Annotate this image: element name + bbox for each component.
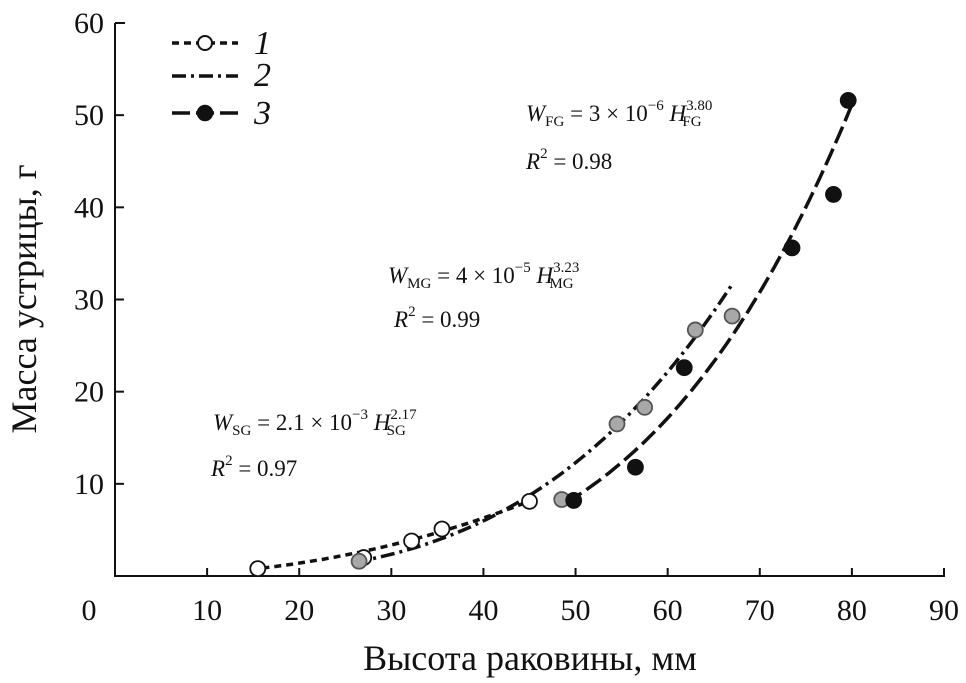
- equation-mg-r2: R2 = 0.99: [393, 304, 480, 332]
- y-tick-label: 40: [74, 191, 104, 224]
- x-tick-label: 10: [192, 594, 222, 627]
- point-series-3: [675, 359, 693, 377]
- x-axis-title: Высота раковины, мм: [363, 638, 697, 678]
- equation-mg-text: WMG = 4 × 10−5 H3.23 MG: [388, 260, 579, 292]
- axes: 0 10 20 30 40 50 60 70 80 90 10 20 30 40 50 60: [74, 7, 959, 627]
- fit-curve-3: [565, 103, 854, 505]
- point-series-2: [686, 321, 704, 339]
- x-tick-label: 70: [745, 594, 775, 627]
- point-series-1: [249, 560, 267, 578]
- equation-mg: WMG = 4 × 10−5 H3.23 MG R2 = 0.99: [388, 260, 579, 332]
- fit-curve-2: [354, 283, 734, 565]
- legend-marker-1: [197, 35, 213, 51]
- fit-curve-1: [262, 495, 540, 570]
- y-tick-label: 60: [74, 7, 104, 40]
- x-tick-label: 90: [929, 594, 959, 627]
- point-series-3: [825, 186, 842, 203]
- legend-marker-3: [196, 104, 214, 122]
- equation-sg-text: WSG = 2.1 × 10−3 H2.17 SG: [213, 407, 417, 439]
- y-axis-title: Масса устрицы, г: [4, 165, 44, 434]
- legend-label-2: 2: [254, 57, 271, 94]
- y-tick-label: 30: [74, 284, 104, 317]
- equation-sg: WSG = 2.1 × 10−3 H2.17 SG R2 = 0.97: [210, 407, 417, 481]
- x-tick-label: 30: [376, 594, 406, 627]
- y-tick-label: 10: [74, 468, 104, 501]
- legend-label-3: 3: [253, 95, 271, 132]
- point-series-1: [433, 520, 451, 538]
- point-series-3: [839, 92, 857, 109]
- point-series-2: [350, 552, 368, 570]
- point-series-2: [608, 415, 626, 433]
- y-tick-label: 20: [74, 376, 104, 409]
- x-tick-label: 20: [284, 594, 314, 627]
- equation-fg: WFG = 3 × 10−6 H3.80 FG R2 = 0.98: [525, 98, 712, 174]
- point-series-3: [783, 239, 801, 257]
- x-tick-label: 0: [82, 594, 97, 627]
- x-tick-label: 50: [561, 594, 591, 627]
- data-points: [249, 92, 857, 578]
- equation-sg-r2: R2 = 0.97: [210, 453, 297, 481]
- legend-label-1: 1: [254, 25, 271, 62]
- point-series-2: [723, 307, 741, 325]
- point-series-1: [521, 492, 538, 510]
- point-series-1: [403, 532, 420, 550]
- equation-fg-text: WFG = 3 × 10−6 H3.80 FG: [526, 98, 712, 130]
- legend: 1 2 3: [172, 25, 271, 132]
- point-series-2: [636, 398, 654, 416]
- point-series-3: [627, 458, 644, 476]
- point-series-3: [565, 492, 583, 509]
- y-tick-label: 50: [74, 99, 104, 132]
- x-tick-label: 80: [837, 594, 867, 627]
- equation-fg-r2: R2 = 0.98: [525, 146, 612, 174]
- x-tick-label: 40: [468, 594, 498, 627]
- x-tick-label: 60: [653, 594, 683, 627]
